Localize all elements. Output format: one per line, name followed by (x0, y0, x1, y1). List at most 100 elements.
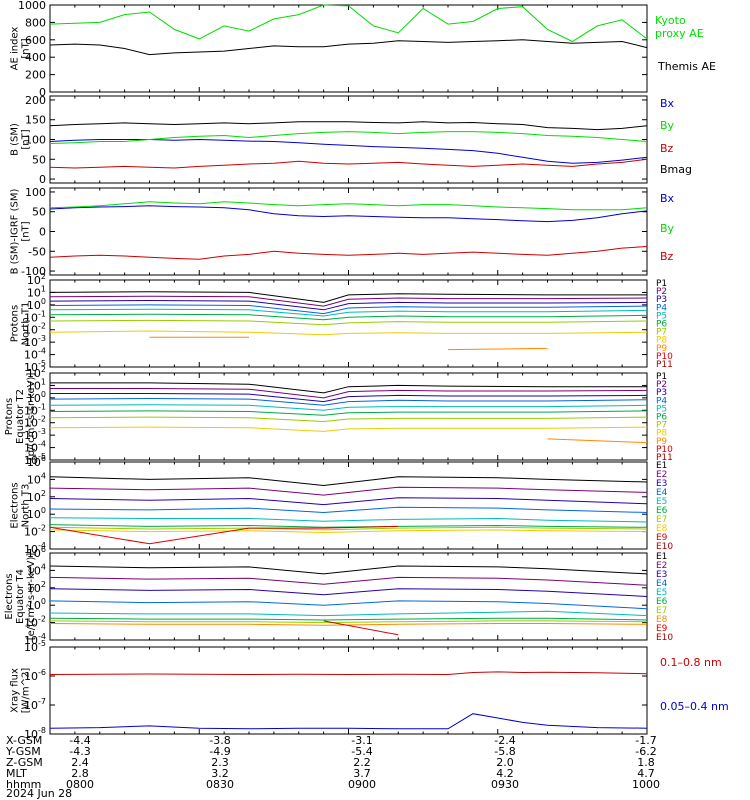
series-line-p4 (49, 397, 648, 406)
y-axis-label: B (SM)-IGRF (SM)[nT] (10, 189, 32, 275)
y-tick-label: 50 (32, 153, 46, 166)
y-axis-label: ProtonsNorth T1 (10, 302, 32, 346)
legend-entry: P2 (656, 287, 667, 297)
ephemeris-value: -5.4 (351, 745, 372, 758)
series-line-bx (49, 138, 648, 164)
ephemeris-value: 4.2 (496, 767, 514, 780)
ephemeris-value: -1.7 (635, 734, 656, 747)
legend-entry: P11 (656, 453, 673, 463)
legend-entry: P10 (656, 445, 673, 455)
ephemeris-value: 2.8 (71, 767, 89, 780)
series-line-p8 (49, 330, 648, 336)
legend-entry: 0.05–0.4 nm (660, 700, 729, 713)
legend-entry: E7 (656, 606, 667, 616)
legend-entry: E4 (656, 579, 668, 589)
y-tick-label: 10-4 (24, 541, 46, 556)
series-line-e1 (49, 476, 648, 487)
series-line-p5 (49, 308, 648, 317)
series-line-e7 (49, 526, 648, 531)
ephemeris-row-label: Y-GSM (5, 745, 41, 758)
panel-frame (49, 279, 648, 368)
ephemeris-value: -4.9 (209, 745, 230, 758)
legend-entry: E2 (656, 470, 667, 480)
legend-entry: E1 (656, 552, 667, 562)
series-line-e1 (49, 565, 648, 575)
ephemeris-value: -3.1 (351, 734, 372, 747)
y-tick-label: 102 (27, 489, 46, 504)
legend-entry: E6 (656, 506, 668, 516)
y-tick-label: -50 (28, 245, 46, 258)
y-tick-label: 0 (39, 226, 46, 239)
y-tick-label: 101 (27, 377, 46, 392)
panel-frame (49, 461, 648, 550)
ephemeris-value: -3.8 (209, 734, 230, 747)
ephemeris-value: 0800 (66, 778, 94, 791)
series-line-e2 (49, 486, 648, 496)
y-tick-label: 10-3 (24, 334, 46, 349)
series-line-e6 (49, 617, 648, 621)
y-tick-label: 10-4 (24, 347, 46, 362)
legend-entry: 0.1–0.8 nm (660, 656, 722, 669)
y-tick-label: 200 (25, 94, 46, 107)
legend-entry: Bx (660, 97, 675, 110)
series-line-p3 (49, 299, 648, 311)
panel-bsm: 0 50 100 150 200 B (SM)[nT] Bx By Bz Bmag (10, 94, 693, 186)
y-tick-label: 400 (25, 51, 46, 64)
y-tick-label: 10-6 (24, 668, 46, 683)
legend-entry: Bz (660, 250, 674, 263)
y-tick-label: 106 (27, 454, 46, 469)
y-tick-label: 100 (27, 506, 46, 521)
legend-entry: E8 (656, 524, 668, 534)
series-line-e5 (49, 517, 648, 523)
series-line-p9 (547, 438, 648, 444)
legend-entry: P5 (656, 311, 667, 321)
y-tick-label: 10-2 (24, 322, 46, 337)
series-line-by (49, 131, 648, 144)
y-tick-label: 0 (39, 86, 46, 99)
y-tick-label: 10-8 (24, 726, 46, 741)
legend-entry: E7 (656, 515, 667, 525)
legend-entry: P5 (656, 404, 667, 414)
y-axis-label: ElectronsNorth T3 (10, 482, 32, 528)
y-tick-label: 600 (25, 34, 46, 47)
legend-entry: Kyoto proxy AE (655, 14, 704, 40)
legend-entry: P8 (656, 336, 667, 346)
ephemeris-value: 2.4 (71, 756, 89, 769)
legend-entry: By (660, 222, 675, 235)
legend-entry: P3 (656, 388, 667, 398)
legend-entry: E2 (656, 561, 667, 571)
y-tick-label: 102 (27, 272, 46, 287)
series-line-0-1-0-8-nm (49, 671, 648, 676)
legend-entry: E5 (656, 497, 667, 507)
series-line-bmag (49, 121, 648, 131)
date-label: 2024 Jun 28 (6, 787, 72, 800)
legend-entry: P9 (656, 437, 667, 447)
series-line-p2 (49, 295, 648, 307)
legend-entry: P10 (656, 352, 673, 362)
legend-entry: E9 (656, 624, 668, 634)
y-tick-label: 10-2 (24, 524, 46, 539)
legend-entry: P2 (656, 380, 667, 390)
legend-entry: P4 (656, 303, 667, 313)
legend-entry: E3 (656, 570, 667, 580)
y-tick-label: 106 (27, 545, 46, 560)
y-tick-label: 10-3 (24, 427, 46, 442)
ephemeris-value: -4.4 (69, 734, 90, 747)
y-tick-label: 101 (27, 284, 46, 299)
ephemeris-value: -5.8 (494, 745, 515, 758)
legend-entry: P3 (656, 295, 667, 305)
ephemeris-value: 0930 (491, 778, 519, 791)
ephemeris-value: 3.7 (353, 767, 371, 780)
series-line-e3 (49, 497, 648, 506)
series-line-p3 (50, 393, 648, 403)
y-tick-label: 102 (27, 580, 46, 595)
legend-entry: E3 (656, 479, 667, 489)
series-line-p7 (49, 416, 648, 423)
y-tick-label: 50 (32, 206, 46, 219)
series-line-bz (49, 158, 648, 169)
series-line-by (49, 201, 648, 211)
y-tick-label: 10-5 (24, 639, 46, 654)
